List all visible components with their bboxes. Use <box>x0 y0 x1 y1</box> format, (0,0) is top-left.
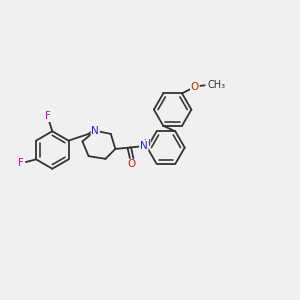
Text: O: O <box>191 82 199 92</box>
Text: F: F <box>45 111 51 121</box>
Text: H: H <box>143 139 150 148</box>
Text: N: N <box>92 126 99 136</box>
Text: N: N <box>140 141 148 151</box>
Text: F: F <box>18 158 24 168</box>
Text: CH₃: CH₃ <box>208 80 226 90</box>
Text: O: O <box>128 160 136 170</box>
